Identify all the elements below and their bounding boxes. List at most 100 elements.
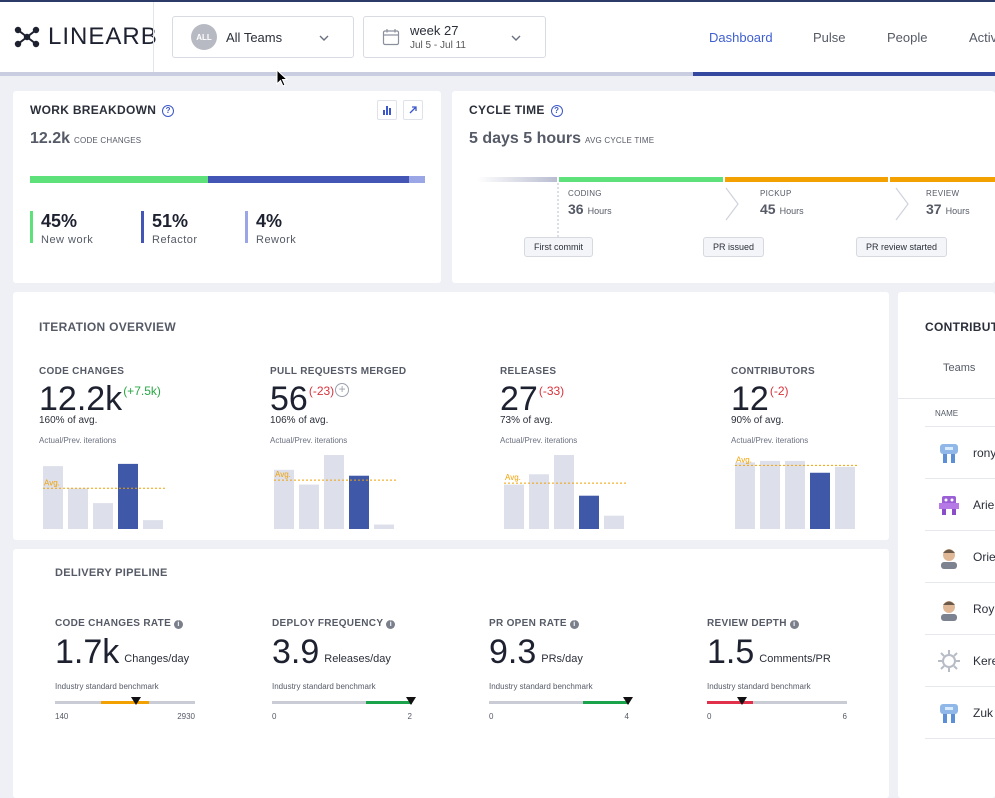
metric-avg: 90% of avg. — [731, 415, 784, 426]
new-work-percent: 45% — [41, 211, 78, 231]
refactor-color-bar — [141, 211, 144, 243]
pickup-hours: 45 — [760, 201, 776, 217]
metric-value-group: 12 (-2) — [731, 382, 789, 416]
previous-iteration-bar[interactable] — [324, 455, 344, 529]
previous-iteration-bar[interactable] — [143, 520, 163, 529]
name-column-header: NAME — [935, 409, 959, 418]
metric-value: 56 — [270, 380, 308, 418]
benchmark-marker-icon — [622, 697, 633, 705]
rework-segment — [409, 176, 425, 183]
metric-value: 12 — [731, 380, 769, 418]
gear-avatar — [937, 649, 961, 678]
logo[interactable]: LINEARB — [12, 22, 158, 52]
robot-blue-avatar — [937, 701, 961, 730]
iteration-bar-chart: Avg. — [43, 463, 165, 529]
previous-iteration-bar[interactable] — [529, 474, 549, 529]
mouse-cursor-icon — [276, 69, 288, 87]
previous-iteration-bar[interactable] — [554, 455, 574, 529]
team-dropdown[interactable]: ALL All Teams — [172, 16, 354, 58]
tab-teams[interactable]: Teams — [943, 362, 976, 374]
add-circle-icon[interactable]: + — [335, 383, 350, 397]
nav-dashboard[interactable]: Dashboard — [709, 30, 773, 45]
chevron-down-icon — [511, 35, 521, 41]
logo-text: LINEARB — [48, 23, 158, 50]
coding-unit: Hours — [587, 206, 612, 216]
week-dropdown[interactable]: week 27 Jul 5 - Jul 11 — [363, 16, 546, 58]
work-breakdown-card: WORK BREAKDOWN? 12.2k CODE CHANGES 45% New… — [13, 91, 441, 283]
pipeline-metric-title: CODE CHANGES RATE i — [55, 618, 184, 629]
previous-iteration-bar[interactable] — [504, 484, 524, 529]
contributor-name: Roy — [973, 602, 995, 616]
previous-iteration-bar[interactable] — [760, 460, 780, 529]
divider — [153, 2, 154, 72]
nav-people[interactable]: People — [887, 30, 928, 45]
pipeline-metric-unit: PRs/day — [541, 653, 583, 665]
benchmark-highlight — [365, 701, 412, 704]
review-segment — [890, 177, 995, 182]
metric-value: 27 — [500, 380, 538, 418]
previous-iteration-bar[interactable] — [299, 484, 319, 529]
benchmark-highlight — [582, 701, 629, 704]
info-icon[interactable]: i — [789, 620, 799, 629]
metric-avg: 106% of avg. — [270, 415, 329, 426]
info-icon[interactable]: i — [386, 620, 396, 629]
bar-chart-icon — [383, 106, 391, 115]
benchmark-label: Industry standard benchmark — [55, 682, 159, 691]
pipeline-metric-unit: Comments/PR — [759, 653, 831, 665]
pr-issued-tag: PR issued — [703, 237, 765, 257]
contributor-row[interactable]: Arie — [925, 479, 995, 531]
expand-button[interactable] — [403, 100, 423, 120]
contributor-row[interactable]: Zuk — [925, 687, 995, 739]
contributor-row[interactable]: Roy — [925, 583, 995, 635]
metric-delta: (-2) — [769, 384, 789, 398]
previous-iteration-bar[interactable] — [735, 462, 755, 529]
current-iteration-bar[interactable] — [118, 463, 138, 529]
current-iteration-bar[interactable] — [349, 475, 369, 529]
previous-iteration-bar[interactable] — [835, 466, 855, 529]
info-icon[interactable]: i — [174, 620, 184, 629]
contributor-name: Zuk — [973, 706, 994, 720]
contributor-row[interactable]: Orie — [925, 531, 995, 583]
metric-delta: (-33) — [538, 384, 565, 398]
previous-iteration-bar[interactable] — [374, 524, 394, 529]
pipeline-metric-title: REVIEW DEPTH i — [707, 618, 799, 629]
previous-iteration-bar[interactable] — [604, 515, 624, 529]
delivery-pipeline-title: DELIVERY PIPELINE — [55, 567, 168, 579]
nav-pulse[interactable]: Pulse — [813, 30, 846, 45]
previous-iteration-bar[interactable] — [785, 460, 805, 529]
info-icon[interactable]: i — [569, 620, 579, 629]
rework-color-bar — [245, 211, 248, 243]
pickup-unit: Hours — [779, 206, 804, 216]
current-iteration-bar[interactable] — [810, 472, 830, 529]
chart-view-button[interactable] — [377, 100, 397, 120]
contributor-name: rony — [973, 446, 995, 460]
divider — [925, 426, 995, 427]
pipeline-metric-value: 1.7k — [55, 633, 120, 671]
work-breakdown-title: WORK BREAKDOWN? — [30, 103, 175, 117]
nav-activity[interactable]: Activ — [969, 30, 995, 45]
previous-iteration-bar[interactable] — [68, 488, 88, 529]
iteration-bar-chart: Avg. — [274, 455, 396, 529]
refactor-percent: 51% — [152, 211, 189, 231]
all-teams-badge: ALL — [191, 24, 217, 50]
previous-iteration-bar[interactable] — [274, 469, 294, 529]
code-changes-value: 12.2k — [30, 130, 71, 147]
metric-note: Actual/Prev. iterations — [500, 436, 578, 445]
loading-bar-track — [0, 72, 995, 76]
pipeline-metric-title-text: PR OPEN RATE — [489, 618, 567, 629]
review-unit: Hours — [945, 206, 970, 216]
first-commit-connector — [557, 183, 559, 239]
benchmark-track — [707, 701, 847, 704]
rework-percent: 4% — [256, 211, 283, 231]
average-label: Avg. — [736, 455, 752, 464]
previous-iteration-bar[interactable] — [43, 466, 63, 529]
help-icon[interactable]: ? — [162, 105, 175, 117]
metric-delta: (-23) — [308, 384, 335, 398]
iteration-bar-chart: Avg. — [735, 455, 857, 529]
week-label: week 27 — [410, 23, 459, 38]
contributor-row[interactable]: rony — [925, 427, 995, 479]
previous-iteration-bar[interactable] — [93, 503, 113, 529]
help-icon[interactable]: ? — [550, 105, 563, 117]
current-iteration-bar[interactable] — [579, 495, 599, 529]
contributor-row[interactable]: Kere — [925, 635, 995, 687]
